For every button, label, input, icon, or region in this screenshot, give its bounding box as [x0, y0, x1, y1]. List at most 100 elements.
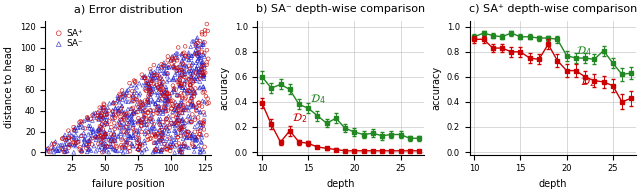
SA⁻ — [145, 86, 156, 89]
SA⁻ — [195, 147, 205, 151]
SA⁻ — [163, 98, 173, 101]
SA⁻ — [126, 136, 136, 139]
SA⁻ — [173, 66, 183, 69]
SA⁻ — [102, 112, 112, 115]
SA⁻ — [192, 108, 202, 112]
SA⁻ — [98, 142, 108, 146]
SA⁻ — [108, 148, 118, 151]
SA⁻ — [127, 117, 137, 120]
SA⁺ — [156, 88, 166, 91]
SA⁺ — [109, 133, 119, 136]
SA⁻ — [154, 121, 164, 124]
SA⁺ — [115, 118, 125, 121]
SA⁺ — [133, 148, 143, 151]
SA⁻ — [154, 134, 164, 137]
SA⁺ — [131, 132, 141, 135]
SA⁻ — [57, 143, 67, 146]
SA⁻ — [152, 67, 163, 70]
SA⁻ — [65, 131, 75, 134]
SA⁺ — [156, 66, 166, 69]
SA⁻ — [138, 84, 148, 87]
SA⁻ — [133, 141, 143, 144]
SA⁺ — [145, 117, 156, 120]
SA⁻ — [189, 52, 199, 56]
SA⁺ — [96, 140, 106, 143]
SA⁺ — [131, 98, 141, 101]
SA⁺ — [86, 117, 96, 120]
SA⁻ — [156, 150, 166, 153]
SA⁻ — [43, 146, 53, 149]
SA⁻ — [97, 109, 107, 113]
SA⁺ — [166, 146, 177, 149]
SA⁺ — [99, 138, 109, 141]
SA⁻ — [175, 83, 186, 86]
SA⁺ — [159, 94, 170, 97]
SA⁺ — [174, 78, 184, 81]
SA⁻ — [83, 124, 93, 127]
SA⁻ — [129, 109, 140, 112]
SA⁻ — [64, 143, 74, 146]
SA⁻ — [132, 103, 142, 106]
SA⁻ — [154, 98, 164, 101]
SA⁻ — [163, 103, 173, 106]
SA⁻ — [149, 70, 159, 74]
SA⁺ — [184, 135, 195, 138]
SA⁺ — [74, 121, 84, 124]
SA⁻ — [76, 149, 86, 152]
SA⁻ — [156, 125, 166, 128]
SA⁻ — [68, 136, 79, 139]
SA⁻ — [162, 80, 172, 83]
SA⁻ — [102, 106, 113, 109]
SA⁺ — [164, 63, 174, 67]
SA⁻ — [140, 120, 150, 123]
SA⁻ — [177, 117, 188, 120]
SA⁻ — [145, 116, 156, 119]
SA⁻ — [69, 143, 79, 146]
SA⁺ — [142, 135, 152, 138]
SA⁻ — [196, 126, 207, 129]
SA⁺ — [115, 123, 125, 126]
SA⁻ — [161, 118, 171, 121]
SA⁻ — [172, 56, 182, 59]
SA⁻ — [142, 97, 152, 100]
SA⁻ — [147, 71, 157, 74]
SA⁺ — [150, 74, 160, 77]
SA⁺ — [159, 90, 170, 93]
SA⁺ — [183, 55, 193, 58]
SA⁻ — [156, 94, 166, 97]
SA⁻ — [111, 125, 121, 128]
SA⁺ — [168, 84, 178, 87]
SA⁺ — [143, 100, 153, 103]
SA⁻ — [145, 95, 156, 98]
SA⁻ — [81, 142, 92, 145]
SA⁻ — [154, 150, 164, 153]
SA⁺ — [195, 132, 205, 135]
SA⁺ — [45, 151, 55, 154]
SA⁻ — [128, 134, 138, 137]
SA⁺ — [163, 55, 173, 58]
SA⁺ — [177, 112, 187, 115]
SA⁺ — [195, 39, 205, 42]
SA⁺ — [194, 104, 204, 107]
SA⁻ — [127, 100, 137, 103]
SA⁻ — [176, 98, 186, 102]
SA⁻ — [104, 151, 114, 154]
SA⁻ — [193, 57, 203, 60]
SA⁺ — [137, 108, 147, 111]
SA⁺ — [128, 99, 138, 102]
SA⁺ — [88, 136, 98, 140]
SA⁺ — [202, 102, 212, 105]
SA⁻ — [122, 140, 132, 143]
SA⁻ — [195, 110, 205, 113]
SA⁻ — [110, 136, 120, 139]
SA⁺ — [137, 118, 147, 121]
SA⁺ — [184, 89, 195, 92]
SA⁻ — [169, 138, 179, 141]
SA⁻ — [198, 74, 208, 77]
SA⁻ — [84, 140, 95, 143]
SA⁺ — [132, 99, 142, 102]
SA⁻ — [197, 68, 207, 71]
SA⁺ — [115, 92, 125, 96]
SA⁺ — [157, 92, 167, 95]
SA⁻ — [143, 130, 154, 133]
